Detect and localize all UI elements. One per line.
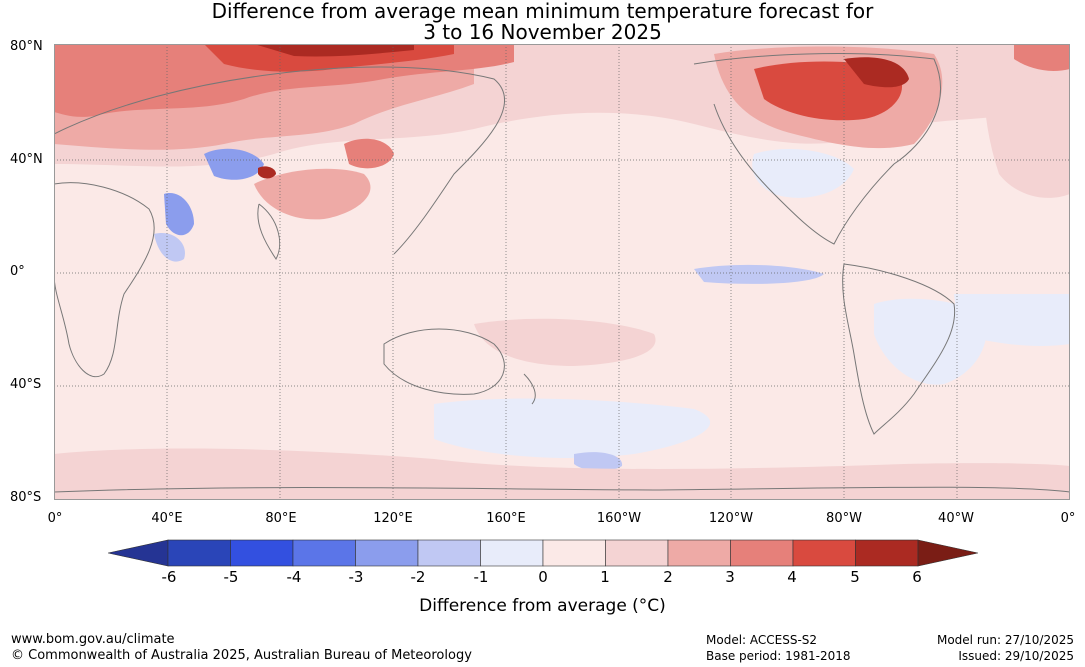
- lon-label-120e: 120°E: [373, 511, 413, 526]
- temperature-anomaly-map: [54, 44, 1070, 500]
- footer-model-run: Model run: 27/10/2025: [936, 633, 1074, 647]
- anomaly-southpacific-warm: [474, 318, 656, 366]
- coast-northamerica: [693, 53, 941, 245]
- coastlines: [54, 53, 1070, 493]
- map-title: Difference from average mean minimum tem…: [211, 0, 874, 23]
- colorbar-tick-4: 4: [787, 568, 797, 586]
- colorbar-cell: [417, 539, 481, 567]
- colorbar-tick--4: -4: [286, 568, 302, 586]
- colorbar-tick-2: 2: [663, 568, 673, 586]
- map-frame: [54, 44, 1070, 500]
- colorbar-cell: [855, 539, 919, 567]
- colorbar-cells: [167, 539, 919, 567]
- colorbar-tick-5: 5: [850, 568, 860, 586]
- colorbar-cell: [292, 539, 356, 567]
- coast-eurasia: [54, 66, 506, 255]
- colorbar: [108, 539, 978, 567]
- colorbar-tick-6: 6: [912, 568, 922, 586]
- lon-label-80e: 80°E: [265, 511, 297, 526]
- lat-label-80n: 80°N: [10, 39, 43, 54]
- lat-label-40n: 40°N: [10, 152, 43, 167]
- anomaly-india-cool: [154, 233, 185, 262]
- coast-australia: [383, 328, 505, 395]
- coast-antarctica: [54, 486, 1070, 493]
- coast-india: [257, 203, 281, 260]
- lat-label-0: 0°: [10, 264, 25, 279]
- colorbar-cell: [542, 539, 606, 567]
- lon-label-0-east: 0°: [1060, 511, 1076, 526]
- anomaly-usa-cool: [752, 149, 854, 198]
- colorbar-cell: [355, 539, 419, 567]
- lon-label-40w: 40°W: [938, 511, 974, 526]
- anomaly-southernocean-cool: [434, 398, 711, 459]
- colorbar-cell: [730, 539, 794, 567]
- graticule: [54, 44, 1070, 500]
- colorbar-tick--2: -2: [410, 568, 426, 586]
- colorbar-title: Difference from average (°C): [419, 596, 666, 616]
- footer-model: Model: ACCESS-S2: [706, 633, 818, 647]
- colorbar-tick--1: -1: [473, 568, 489, 586]
- anomaly-atlantic-warm: [984, 80, 1070, 198]
- colorbar-tick--6: -6: [161, 568, 177, 586]
- colorbar-cell: [230, 539, 294, 567]
- colorbar-high-extension: [917, 539, 978, 567]
- map-date-range: 3 to 16 November 2025: [423, 20, 662, 44]
- colorbar-low-extension: [108, 539, 169, 567]
- anomaly-arctic-warm: [54, 44, 514, 117]
- anomaly-pacific-cool: [694, 264, 824, 284]
- anomaly-southpacific-cool-spot: [574, 452, 623, 472]
- colorbar-cell: [605, 539, 669, 567]
- colorbar-tick--5: -5: [223, 568, 239, 586]
- anomaly-hudson-hot: [844, 57, 909, 88]
- colorbar-tick-1: 1: [600, 568, 610, 586]
- lon-label-120w: 120°W: [708, 511, 754, 526]
- colorbar-cell: [792, 539, 856, 567]
- footer-copyright: © Commonwealth of Australia 2025, Austra…: [11, 648, 472, 663]
- lon-label-40e: 40°E: [151, 511, 183, 526]
- coast-africa: [54, 182, 155, 377]
- coast-newzealand: [523, 373, 536, 405]
- lon-label-0: 0°: [47, 511, 63, 526]
- colorbar-tick-3: 3: [725, 568, 735, 586]
- colorbar-cell: [167, 539, 231, 567]
- lat-label-40s: 40°S: [10, 377, 42, 392]
- colorbar-tick--3: -3: [348, 568, 364, 586]
- anomaly-china-warm: [254, 168, 371, 220]
- anomaly-arctic-hot: [254, 44, 414, 57]
- colorbar-cell: [667, 539, 731, 567]
- anomaly-greenland-warm: [1014, 44, 1070, 71]
- anomaly-pakistan-hot: [258, 166, 276, 179]
- coast-southamerica: [842, 263, 956, 435]
- anomaly-mongolia-warm: [344, 138, 394, 169]
- footer-website[interactable]: www.bom.gov.au/climate: [11, 632, 175, 647]
- lon-label-160w: 160°W: [596, 511, 642, 526]
- anomaly-southatlantic-cool: [954, 294, 1070, 346]
- colorbar-cell: [480, 539, 544, 567]
- footer-base-period: Base period: 1981-2018: [706, 649, 851, 663]
- anomaly-arabia-cool: [164, 193, 194, 236]
- footer-issued: Issued: 29/10/2025: [958, 649, 1074, 663]
- colorbar-tick-0: 0: [538, 568, 548, 586]
- lat-label-80s: 80°S: [10, 490, 42, 505]
- lon-label-80w: 80°W: [826, 511, 862, 526]
- anomaly-tibet-cool: [204, 148, 264, 180]
- lon-label-160e: 160°E: [486, 511, 526, 526]
